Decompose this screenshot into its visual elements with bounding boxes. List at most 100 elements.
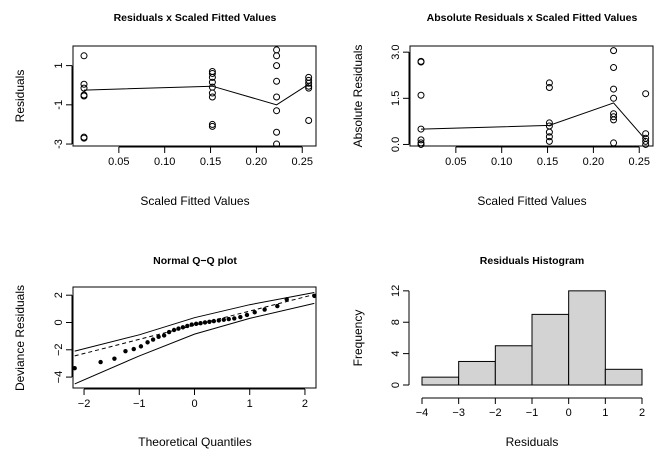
p1-point xyxy=(273,52,281,60)
panel3-title: Normal Q−Q plot xyxy=(153,255,237,267)
panel3-x-axis: −2 −1 0 1 2 xyxy=(78,388,308,410)
p2-x-tick-label: 0.05 xyxy=(445,156,466,168)
p4-x-tick-label: −2 xyxy=(489,407,502,419)
p3-point xyxy=(156,334,161,340)
p3-reference-line xyxy=(74,294,315,357)
p3-point xyxy=(284,297,289,302)
p4-y-tick-label: 8 xyxy=(390,319,402,325)
p1-point xyxy=(273,93,281,101)
panel2-ylabel: Absolute Residuals xyxy=(351,45,365,148)
p1-point xyxy=(273,140,281,148)
p1-point xyxy=(305,79,313,87)
p2-point xyxy=(610,113,618,121)
panel2-title: Absolute Residuals x Scaled Fitted Value… xyxy=(427,12,638,24)
p1-y-tick-label: 1 xyxy=(53,63,65,69)
p1-y-tick-label: -1 xyxy=(53,100,65,110)
p2-point xyxy=(417,91,425,99)
p3-point xyxy=(232,316,237,321)
p3-point xyxy=(185,323,190,329)
p3-y-tick-label: 0 xyxy=(53,319,65,325)
p4-bar xyxy=(568,290,606,386)
panel2-x-axis: 0.05 0.10 0.15 0.20 0.25 xyxy=(445,146,650,168)
panel1-xlabel: Scaled Fitted Values xyxy=(140,194,249,208)
p1-point xyxy=(273,46,281,54)
p1-point xyxy=(305,82,313,90)
p3-x-tick-label: 1 xyxy=(247,398,253,410)
p1-point xyxy=(273,62,281,70)
panel4-ylabel: Frequency xyxy=(351,310,365,367)
p1-point xyxy=(305,84,313,92)
p3-envelope-lower xyxy=(74,302,315,385)
p1-x-tick-label: 0.15 xyxy=(200,156,221,168)
panel3-xlabel: Theoretical Quantiles xyxy=(138,435,251,449)
p2-point xyxy=(642,140,650,148)
p1-point xyxy=(208,69,216,77)
panel2-plot-box xyxy=(409,45,654,147)
p1-x-tick-label: 0.25 xyxy=(292,156,313,168)
panel4-x-axis: −4 −3 −2 −1 0 1 2 xyxy=(416,397,645,419)
p3-y-tick-label: −2 xyxy=(53,344,65,357)
panel3-ylabel: Deviance Residuals xyxy=(13,285,27,391)
p2-y-tick-label: 1.5 xyxy=(390,91,402,106)
p1-x-tick-label: 0.05 xyxy=(108,156,129,168)
panel2-points xyxy=(417,47,650,148)
p3-point xyxy=(150,337,156,342)
p4-bar xyxy=(531,313,570,386)
p1-point xyxy=(273,128,281,136)
p1-x-tick-label: 0.10 xyxy=(154,156,175,168)
p3-point xyxy=(202,320,208,325)
p2-point xyxy=(417,140,425,148)
p2-x-tick-label: 0.20 xyxy=(583,156,604,168)
p3-point xyxy=(131,346,136,352)
p1-point xyxy=(305,117,313,125)
p3-point xyxy=(262,307,267,312)
p1-y-tick-label: -3 xyxy=(53,139,65,149)
p3-x-tick-label: 2 xyxy=(302,398,308,410)
p1-x-tick-label: 0.20 xyxy=(246,156,267,168)
p1-point xyxy=(80,52,88,60)
panel2-xlabel: Scaled Fitted Values xyxy=(477,194,586,208)
p3-x-tick-label: −1 xyxy=(133,398,146,410)
panel1-x-axis: 0.05 0.10 0.15 0.20 0.25 xyxy=(108,146,313,168)
p4-y-tick-label: 12 xyxy=(390,285,402,297)
p1-point xyxy=(208,89,216,97)
panel3-lines xyxy=(74,292,315,385)
panel1-title: Residuals x Scaled Fitted Values xyxy=(114,12,277,24)
p2-point xyxy=(545,128,553,136)
panel-residuals-vs-fitted: Residuals x Scaled Fitted Values 0.05 0.1… xyxy=(13,12,317,208)
p2-x-tick-label: 0.15 xyxy=(537,156,558,168)
p4-bar xyxy=(494,345,533,386)
p3-point xyxy=(161,333,167,338)
p3-point xyxy=(166,329,172,335)
panel-abs-residuals-vs-fitted: Absolute Residuals x Scaled Fitted Value… xyxy=(351,12,654,208)
p3-point xyxy=(180,325,186,330)
p3-point xyxy=(221,317,226,322)
p1-point xyxy=(208,78,216,86)
p4-x-tick-label: −1 xyxy=(526,407,539,419)
p1-point xyxy=(208,73,216,81)
p1-point xyxy=(273,77,281,85)
p3-point xyxy=(189,322,194,327)
p2-point xyxy=(642,137,650,145)
p1-trend xyxy=(83,83,309,106)
panel4-xlabel: Residuals xyxy=(506,435,559,449)
p1-point xyxy=(208,120,216,128)
panel4-title: Residuals Histogram xyxy=(480,255,584,267)
panel1-y-axis: -3 -1 1 xyxy=(53,63,73,149)
p3-point xyxy=(312,293,317,299)
panel2-y-axis: 0.0 1.5 3.0 xyxy=(390,45,410,152)
p4-x-tick-label: 1 xyxy=(602,407,608,419)
p4-y-tick-label: 4 xyxy=(390,351,402,357)
p3-point xyxy=(252,310,257,315)
p4-bar xyxy=(458,360,496,386)
p3-point xyxy=(123,348,128,354)
panel1-points xyxy=(80,46,313,148)
p1-point xyxy=(80,134,88,142)
p3-point xyxy=(112,356,117,361)
p3-y-tick-label: 2 xyxy=(53,292,65,298)
p3-envelope-upper xyxy=(74,292,315,352)
panel-qq-plot: Normal Q−Q plot −2 −1 0 1 2 −4 −2 0 2 Theoretic… xyxy=(13,255,317,449)
panel1-plot-box xyxy=(72,45,317,147)
